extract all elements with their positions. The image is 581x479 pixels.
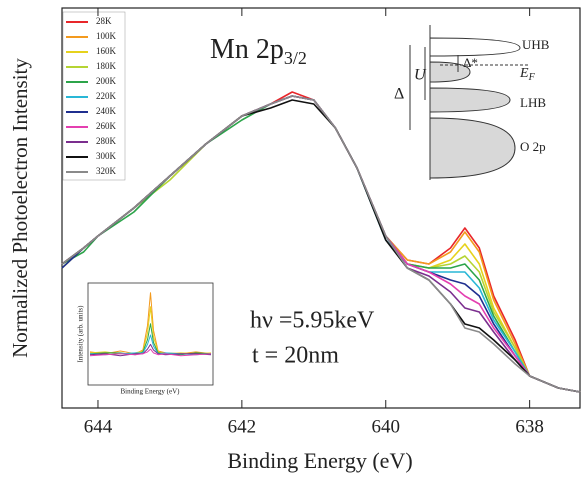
legend-label: 300K <box>96 151 117 161</box>
diagram-label: U <box>414 67 427 84</box>
legend-label: 100K <box>96 31 117 41</box>
x-tick-label: 644 <box>84 416 113 437</box>
mixed-band <box>429 61 471 83</box>
x-axis-label: Binding Energy (eV) <box>227 448 412 473</box>
inset-frame <box>87 282 214 386</box>
series-line <box>61 95 581 393</box>
diagram-label: EF <box>519 66 536 83</box>
legend-label: 240K <box>96 106 117 116</box>
diagram-label: Δ* <box>463 55 478 70</box>
series-line <box>89 343 212 357</box>
diagram-label: O 2p <box>520 139 546 154</box>
diagram-label: UHB <box>522 37 550 52</box>
series-line <box>89 348 212 357</box>
lhb-band <box>429 87 511 113</box>
inset-y-label: Intensity (arb. units) <box>77 305 85 363</box>
legend-label: 180K <box>96 61 117 71</box>
legend-label: 160K <box>96 46 117 56</box>
plot-frame <box>61 7 581 409</box>
diagram-label: LHB <box>520 95 546 110</box>
o2p-band <box>429 117 516 179</box>
x-tick-label: 642 <box>228 416 257 437</box>
legend-label: 200K <box>96 76 117 86</box>
legend-label: 320K <box>96 166 117 176</box>
inset-x-label: Binding Energy (eV) <box>121 388 181 396</box>
series-line <box>89 323 212 356</box>
chart-title: Mn 2p3/2 <box>210 34 307 68</box>
annotation: t = 20nm <box>252 343 339 369</box>
diagram-label: Δ <box>394 86 404 103</box>
legend-label: 280K <box>96 136 117 146</box>
legend-label: 28K <box>96 16 112 26</box>
legend-label: 260K <box>96 121 117 131</box>
uhb-band <box>429 37 521 57</box>
energy-diagram: UHB Δ* EF U Δ LHB O 2p <box>394 25 550 180</box>
x-tick-label: 638 <box>515 416 544 437</box>
annotation: hν =5.95keV <box>250 308 375 334</box>
legend-label: 220K <box>96 91 117 101</box>
y-axis-label: Normalized Photoelectron Intensity <box>8 58 32 358</box>
x-tick-label: 640 <box>372 416 401 437</box>
